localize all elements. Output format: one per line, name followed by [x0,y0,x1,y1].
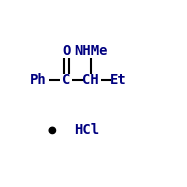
Text: NHMe: NHMe [74,44,108,58]
Text: CH: CH [82,73,99,87]
Circle shape [49,127,56,134]
Text: O: O [62,44,70,58]
Text: Et: Et [110,73,127,87]
Text: HCl: HCl [74,123,99,137]
Text: C: C [62,73,70,87]
Text: Ph: Ph [30,73,46,87]
